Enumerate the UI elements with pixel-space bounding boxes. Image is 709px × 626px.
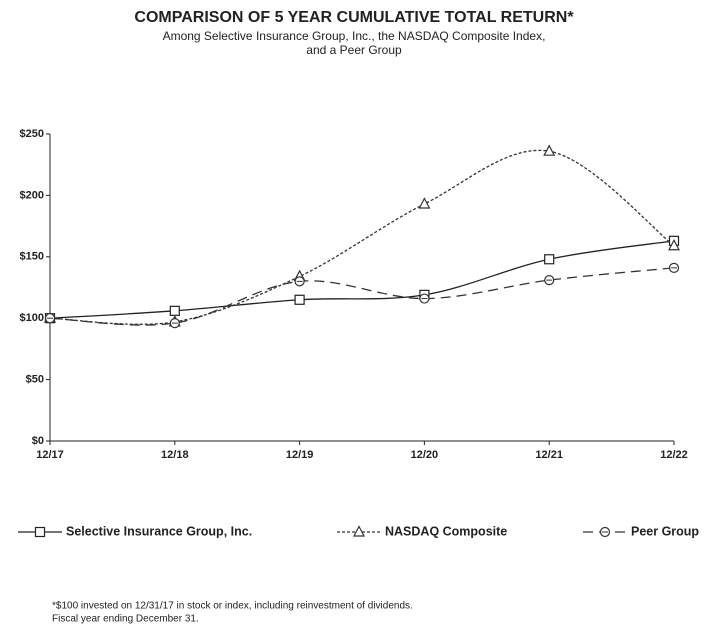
marker — [668, 238, 680, 251]
x-tick-label: 12/22 — [660, 449, 688, 461]
chart-subtitle: Among Selective Insurance Group, Inc., t… — [163, 29, 546, 43]
marker — [543, 144, 556, 156]
x-tick-label: 12/19 — [286, 449, 314, 461]
x-tick-label: 12/20 — [411, 449, 439, 461]
footnote: Fiscal year ending December 31. — [52, 614, 199, 625]
legend-label: NASDAQ Composite — [385, 524, 507, 538]
y-tick-label: $100 — [20, 312, 44, 324]
marker — [353, 525, 365, 537]
marker — [34, 526, 46, 538]
chart-subtitle: and a Peer Group — [306, 43, 402, 57]
x-tick-label: 12/21 — [535, 449, 563, 461]
series-line — [49, 240, 675, 319]
y-tick-label: $50 — [26, 374, 44, 386]
y-tick-label: $150 — [20, 251, 44, 263]
series-line — [49, 149, 675, 325]
y-tick-label: $200 — [20, 189, 44, 201]
marker — [544, 254, 555, 265]
footnote: *$100 invested on 12/31/17 in stock or i… — [52, 601, 413, 612]
x-tick-label: 12/18 — [161, 449, 189, 461]
marker — [294, 294, 305, 305]
y-tick-label: $0 — [32, 435, 44, 447]
legend-label: Peer Group — [631, 524, 699, 538]
x-tick-label: 12/17 — [36, 449, 64, 461]
series-line — [49, 267, 675, 326]
marker — [418, 197, 431, 209]
y-tick-label: $250 — [20, 128, 44, 140]
legend-label: Selective Insurance Group, Inc. — [66, 524, 252, 538]
marker — [169, 305, 180, 316]
chart-title: COMPARISON OF 5 YEAR CUMULATIVE TOTAL RE… — [134, 9, 574, 26]
